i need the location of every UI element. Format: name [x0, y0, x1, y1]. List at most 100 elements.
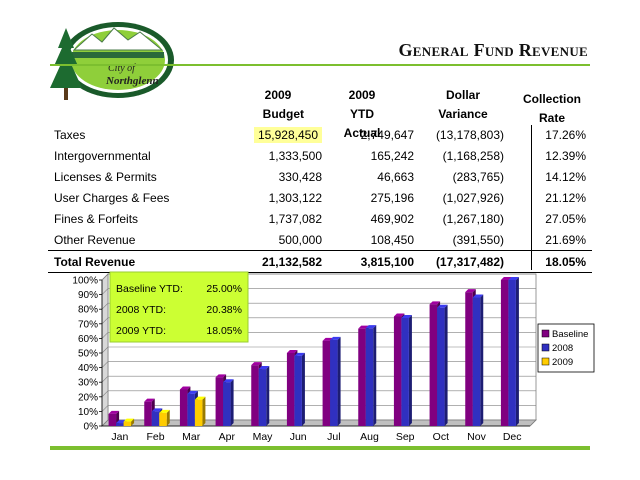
grid-line-diag	[101, 273, 109, 281]
bar-baseline-oct	[429, 304, 438, 426]
budget-cell: 500,000	[278, 232, 322, 247]
variance-cell: (283,765)	[452, 169, 504, 184]
legend-label: Baseline	[552, 329, 588, 340]
callout-label: 2008 YTD:	[116, 304, 166, 316]
bar-side	[408, 314, 412, 426]
y-tick-label: 40%	[78, 363, 98, 374]
bar-side	[266, 366, 270, 426]
bar-top	[429, 301, 441, 305]
actual-cell: 3,815,100	[326, 250, 414, 273]
budget-cell: 330,428	[278, 169, 322, 184]
bar-top	[465, 289, 476, 293]
bar-2008-sep	[401, 317, 409, 426]
budget-cell: 21,132,582	[244, 250, 326, 273]
bar-top	[401, 314, 412, 318]
bar-baseline-aug	[358, 328, 366, 426]
grid-line-diag	[101, 288, 109, 295]
bar-baseline-apr	[215, 377, 224, 426]
bar-2009-jan	[123, 421, 132, 426]
variance-cell: (1,168,258)	[442, 148, 504, 163]
callout-value: 25.00%	[206, 283, 242, 295]
budget-value-highlight: 15,928,450	[253, 126, 322, 143]
bar-top	[500, 277, 512, 280]
rate-cell: 27.05%	[545, 211, 586, 226]
y-tick-label: 90%	[78, 290, 98, 301]
svg-text:Northglenn: Northglenn	[105, 75, 159, 87]
header-collection-rate: Collection Rate	[522, 92, 581, 125]
bar-top	[187, 390, 198, 394]
row-label: Taxes	[54, 127, 86, 142]
grid-line-diag	[101, 346, 109, 354]
table-row: Intergovernmental 1,333,500 165,242 (1,168,…	[48, 145, 592, 166]
bar-top	[472, 294, 484, 298]
actual-cell: 275,196	[370, 190, 414, 205]
bar-top	[393, 313, 405, 317]
bar-baseline-sep	[393, 316, 402, 426]
bar-side	[202, 396, 206, 426]
variance-cell: (1,027,926)	[442, 190, 504, 205]
bar-top	[330, 336, 341, 340]
bar-2008-oct	[437, 307, 445, 426]
legend-swatch	[541, 357, 550, 366]
rate-cell: 17.26%	[545, 127, 586, 142]
bar-side	[480, 294, 484, 426]
actual-cell: 469,902	[370, 211, 414, 226]
bar-baseline-may	[251, 365, 259, 426]
bar-top	[294, 352, 305, 356]
table-row: User Charges & Fees 1,303,122 275,196 (1,02…	[48, 187, 592, 208]
x-tick-label: Feb	[146, 431, 164, 443]
budget-cell: 15,928,450	[244, 124, 326, 145]
bar-side	[515, 277, 519, 426]
row-label: Other Revenue	[54, 232, 136, 247]
row-label: Fines & Forfeits	[54, 211, 139, 226]
actual-cell: 108,450	[370, 232, 414, 247]
actual-cell: 165,242	[370, 148, 414, 163]
row-label: Intergovernmental	[54, 148, 151, 163]
bar-2008-aug	[365, 328, 374, 426]
grid-line-diag	[101, 302, 109, 310]
y-tick-label: 100%	[72, 276, 98, 287]
grid-line-diag	[101, 332, 109, 339]
revenue-table: Taxes 15,928,450 2,749,647 (13,178,803) 17.2…	[48, 124, 592, 273]
bar-2008-jan	[116, 423, 124, 426]
bar-top	[215, 374, 227, 378]
y-tick-label: 80%	[78, 305, 98, 316]
y-tick-label: 0%	[84, 422, 99, 433]
rate-cell: 14.12%	[545, 169, 586, 184]
bar-2008-nov	[472, 297, 481, 426]
bar-side	[131, 418, 135, 426]
bar-side	[373, 325, 377, 426]
bar-2009-mar	[194, 399, 203, 426]
legend-swatch	[541, 343, 550, 352]
bar-baseline-nov	[465, 292, 473, 426]
city-logo: City of Northglenn	[50, 22, 174, 100]
grid-line-diag	[101, 390, 109, 398]
bar-2008-feb	[151, 411, 160, 426]
ytd-callout-box	[109, 271, 249, 343]
actual-cell: 2,749,647	[360, 127, 414, 142]
legend-swatch	[541, 329, 550, 338]
title-underline	[50, 64, 590, 66]
row-label: Total Revenue	[48, 250, 244, 273]
x-tick-label: Nov	[467, 431, 486, 443]
grid-line-diag	[101, 405, 109, 412]
bar-top	[258, 366, 270, 370]
y-tick-label: 50%	[78, 349, 98, 360]
legend-label: 2009	[552, 357, 573, 368]
x-tick-label: May	[253, 431, 274, 443]
bar-2008-jun	[294, 355, 302, 426]
y-tick-label: 60%	[78, 334, 98, 345]
bar-2008-may	[258, 369, 267, 426]
y-tick-label: 20%	[78, 392, 98, 403]
bar-top	[286, 350, 298, 353]
variance-cell: (1,267,180)	[442, 211, 504, 226]
bar-baseline-dec	[500, 280, 509, 426]
y-tick-label: 10%	[78, 407, 98, 418]
bar-top	[437, 304, 448, 308]
table-row: Taxes 15,928,450 2,749,647 (13,178,803) 17.2…	[48, 124, 592, 145]
x-tick-label: Jun	[290, 431, 307, 443]
x-tick-label: Aug	[360, 431, 379, 443]
callout-label: 2009 YTD:	[116, 325, 166, 337]
bar-top	[223, 379, 234, 383]
rate-cell: 12.39%	[545, 148, 586, 163]
